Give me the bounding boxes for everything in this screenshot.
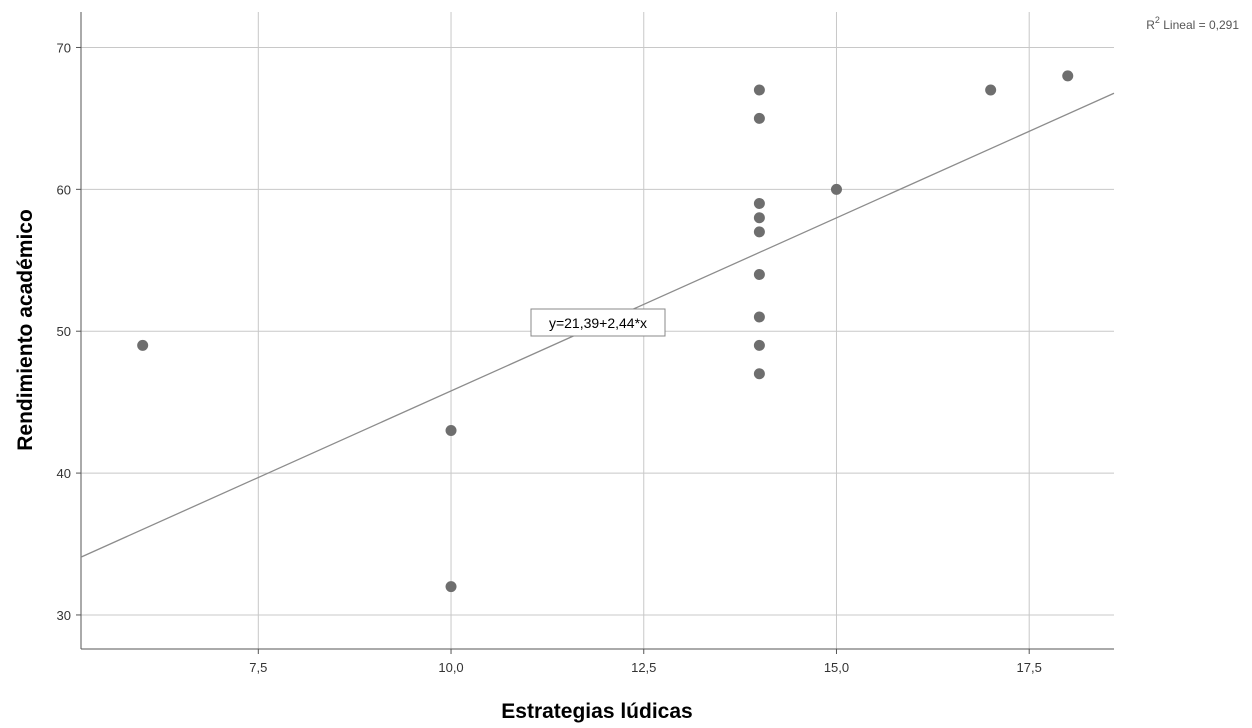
data-point xyxy=(753,268,765,280)
data-point xyxy=(985,84,997,96)
y-tick-label: 30 xyxy=(57,608,71,623)
data-point xyxy=(753,311,765,323)
grid-lines xyxy=(81,12,1114,649)
data-point xyxy=(753,112,765,124)
y-tick-label: 70 xyxy=(57,40,71,55)
data-point xyxy=(753,339,765,351)
data-point xyxy=(753,198,765,210)
equation-label: y=21,39+2,44*x xyxy=(549,315,647,331)
data-point xyxy=(137,339,149,351)
r2-prefix: R xyxy=(1146,18,1155,32)
data-point xyxy=(753,84,765,96)
equation-box-frame xyxy=(530,308,666,337)
x-tick-label: 12,5 xyxy=(631,660,656,675)
x-tick-label: 10,0 xyxy=(438,660,463,675)
x-tick-label: 17,5 xyxy=(1017,660,1042,675)
data-points xyxy=(137,70,1074,593)
data-point xyxy=(753,368,765,380)
data-point xyxy=(1062,70,1074,82)
r2-superscript: 2 xyxy=(1155,15,1160,25)
y-tick-label: 60 xyxy=(57,182,71,197)
axes xyxy=(76,12,1114,654)
y-axis-title: Rendimiento académico xyxy=(14,209,37,451)
y-tick-label: 50 xyxy=(57,324,71,339)
data-point xyxy=(753,226,765,238)
tick-labels: 7,5 10,0 12,5 15,0 17,5 30 40 50 60 70 xyxy=(57,40,1042,675)
x-tick-label: 15,0 xyxy=(824,660,849,675)
data-point xyxy=(830,183,842,195)
equation-box: y=21,39+2,44*x xyxy=(530,308,666,337)
r2-suffix: Lineal = 0,291 xyxy=(1160,18,1239,32)
data-point xyxy=(445,581,457,593)
data-point xyxy=(445,425,457,437)
r2-label: R2 Lineal = 0,291 xyxy=(1146,15,1239,32)
data-point xyxy=(753,212,765,224)
y-tick-label: 40 xyxy=(57,466,71,481)
x-axis-title: Estrategias lúdicas xyxy=(501,700,692,723)
x-tick-label: 7,5 xyxy=(249,660,267,675)
